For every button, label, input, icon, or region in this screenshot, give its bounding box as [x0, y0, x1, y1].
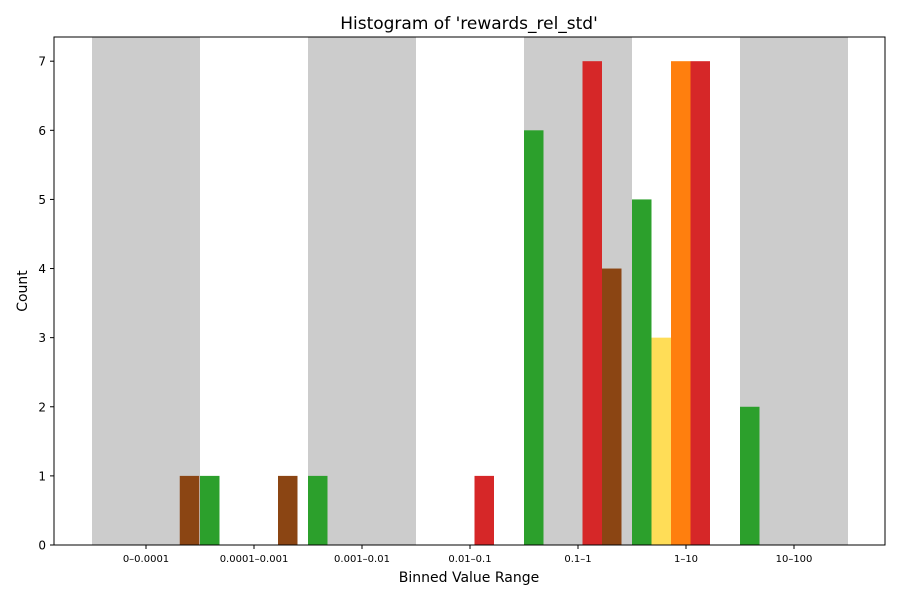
y-axis: 0 1 2 3 4 5 6 7 [38, 55, 54, 553]
bar-0 [179, 475, 200, 545]
x-axis: 0–0.0001 0.0001–0.001 0.001–0.01 0.01–0.1 0.… [123, 545, 813, 565]
y-axis-label: Count [15, 270, 31, 312]
y-tick-label: 4 [38, 262, 46, 276]
bar-12 [740, 406, 760, 545]
bar-8 [632, 199, 652, 546]
bar-4 [474, 475, 494, 545]
bar-9 [651, 337, 671, 545]
x-tick-label: 0.01–0.1 [448, 554, 491, 565]
bar-2 [278, 475, 298, 545]
bar-1 [200, 475, 220, 545]
bar-5 [524, 130, 544, 545]
bars-group [179, 61, 760, 546]
x-tick-label: 0.0001–0.001 [220, 554, 289, 565]
x-tick-label: 0.001–0.01 [334, 554, 390, 565]
x-axis-label: Binned Value Range [399, 570, 539, 586]
bar-3 [308, 475, 328, 545]
y-tick-label: 5 [38, 193, 46, 207]
bar-6 [582, 61, 602, 545]
x-tick-label: 0.1–1 [564, 554, 591, 565]
x-tick-label: 1–10 [674, 554, 698, 565]
bar-11 [690, 61, 710, 545]
y-tick-label: 3 [38, 331, 46, 345]
y-tick-label: 7 [38, 55, 46, 69]
bin-shading-group [92, 37, 848, 545]
y-tick-label: 0 [38, 539, 46, 553]
x-tick-label: 0–0.0001 [123, 554, 169, 565]
bar-10 [671, 61, 691, 545]
y-tick-label: 6 [38, 124, 46, 138]
x-tick-label: 10–100 [776, 554, 813, 565]
bar-7 [602, 268, 622, 545]
y-tick-label: 2 [38, 400, 46, 414]
bin-shade-0 [92, 37, 200, 545]
bin-shade-2 [308, 37, 416, 545]
chart-title: Histogram of 'rewards_rel_std' [340, 14, 598, 34]
y-tick-label: 1 [38, 469, 46, 483]
